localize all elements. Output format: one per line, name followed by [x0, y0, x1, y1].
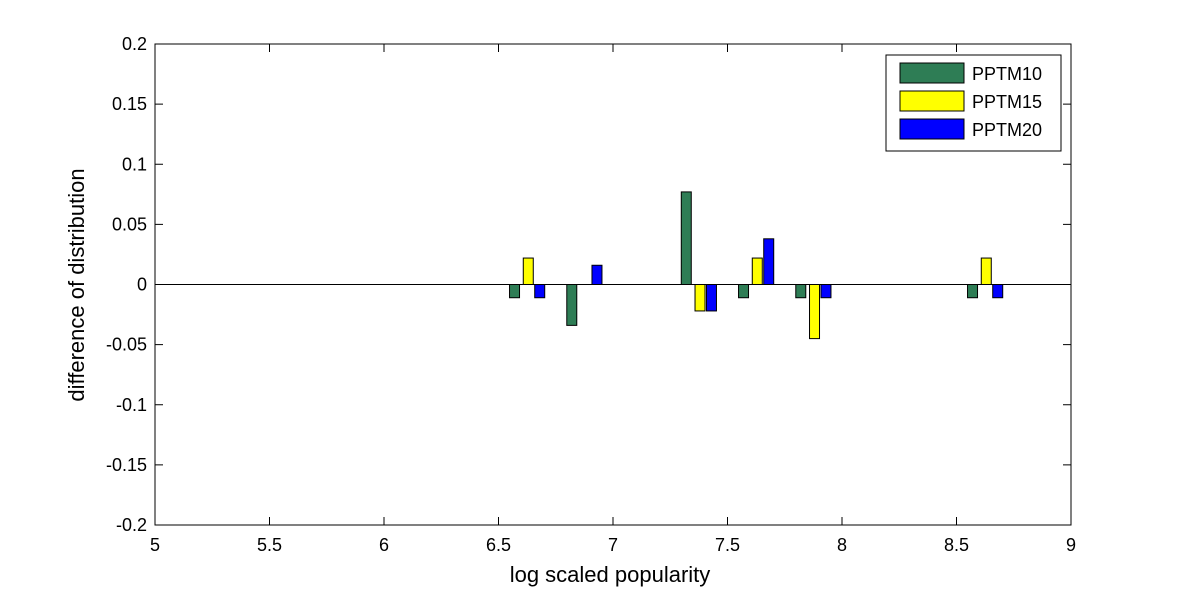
- y-tick-label: 0: [137, 275, 147, 295]
- x-tick-label: 5.5: [257, 535, 282, 555]
- x-axis-label: log scaled popularity: [510, 562, 711, 587]
- bar-pptm20-5: [992, 284, 1004, 299]
- y-tick-label: 0.1: [122, 154, 147, 174]
- y-tick-label: -0.05: [106, 335, 147, 355]
- bar-pptm15-3: [809, 284, 821, 340]
- x-tick-label: 7: [608, 535, 618, 555]
- bar-pptm10-0: [509, 284, 521, 299]
- y-tick-label: -0.1: [116, 395, 147, 415]
- y-tick-label: 0.2: [122, 34, 147, 54]
- y-tick-label: 0.15: [112, 94, 147, 114]
- legend-label-pptm15: PPTM15: [972, 92, 1042, 112]
- legend-label-pptm10: PPTM10: [972, 64, 1042, 84]
- bar-pptm20-4: [820, 284, 832, 299]
- y-tick-label: -0.2: [116, 515, 147, 535]
- legend-swatch-pptm10: [899, 62, 965, 84]
- bar-pptm10-4: [795, 284, 807, 299]
- legend-swatch-pptm15: [899, 90, 965, 112]
- bar-pptm20-2: [705, 284, 717, 312]
- bars-group: [509, 191, 1004, 340]
- bar-pptm20-0: [534, 284, 546, 299]
- x-tick-label: 8: [837, 535, 847, 555]
- y-axis-label: difference of distribution: [64, 168, 89, 401]
- bar-pptm15-2: [751, 257, 763, 285]
- bar-pptm10-1: [566, 284, 578, 326]
- bar-pptm15-0: [522, 257, 534, 285]
- bar-pptm10-3: [738, 284, 750, 299]
- bar-pptm20-3: [763, 238, 775, 286]
- x-tick-label: 6: [379, 535, 389, 555]
- x-tick-label: 5: [150, 535, 160, 555]
- bar-pptm15-1: [694, 284, 706, 312]
- y-tick-label: 0.05: [112, 214, 147, 234]
- x-tick-label: 6.5: [486, 535, 511, 555]
- legend-label-pptm20: PPTM20: [972, 120, 1042, 140]
- x-axis-ticks: 5 5.5 6 6.5 7 7.5 8 8.5 9: [150, 44, 1076, 555]
- x-tick-label: 9: [1066, 535, 1076, 555]
- bar-pptm10-5: [967, 284, 979, 299]
- bar-pptm10-2: [680, 191, 692, 285]
- x-tick-label: 7.5: [715, 535, 740, 555]
- bar-pptm20-1: [591, 264, 603, 286]
- x-tick-label: 8.5: [944, 535, 969, 555]
- legend-swatch-pptm20: [899, 118, 965, 140]
- bar-pptm15-4: [980, 257, 992, 285]
- y-axis-ticks: 0.2 0.15 0.1 0.05 0 -0.05 -0.1 -0.15 -0.2: [106, 34, 1071, 535]
- legend: PPTM10 PPTM15 PPTM20: [885, 54, 1062, 152]
- y-tick-label: -0.15: [106, 455, 147, 475]
